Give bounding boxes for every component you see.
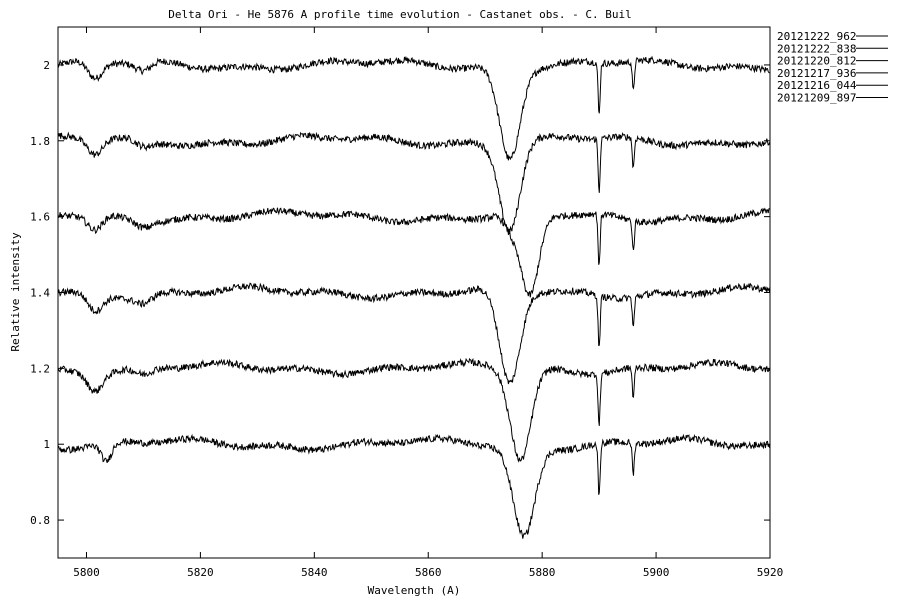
x-tick-label: 5840 [301, 566, 328, 579]
y-tick-label: 2 [43, 59, 50, 72]
y-tick-label: 0.8 [30, 514, 50, 527]
series-group [57, 55, 770, 539]
x-tick-label: 5860 [415, 566, 442, 579]
series-line [57, 433, 770, 539]
x-tick-label: 5820 [187, 566, 214, 579]
y-tick-label: 1.4 [30, 287, 50, 300]
legend-label: 20121222_838 [777, 42, 856, 55]
series-line [57, 357, 770, 463]
y-tick-label: 1 [43, 438, 50, 451]
chart-title: Delta Ori - He 5876 A profile time evolu… [168, 8, 632, 21]
legend-label: 20121209_897 [777, 92, 856, 105]
legend-label: 20121216_044 [777, 79, 857, 92]
x-tick-label: 5800 [73, 566, 100, 579]
legend-label: 20121220_812 [777, 55, 856, 68]
series-line [57, 207, 770, 298]
x-tick-label: 5920 [757, 566, 784, 579]
series-line [57, 55, 770, 161]
legend-label: 20121217_936 [777, 67, 856, 80]
series-line [57, 282, 770, 385]
y-axis-label: Relative intensity [9, 232, 22, 352]
x-axis-label: Wavelength (A) [368, 584, 461, 597]
legend-label: 20121222_962 [777, 30, 856, 43]
x-tick-label: 5900 [643, 566, 670, 579]
legend: 20121222_96220121222_83820121220_8122012… [777, 30, 888, 105]
y-tick-label: 1.8 [30, 135, 50, 148]
series-line [57, 131, 770, 234]
x-tick-label: 5880 [529, 566, 556, 579]
y-tick-label: 1.6 [30, 211, 50, 224]
x-axis: 5800 5820 5840 5860 5880 5900 5920 [73, 27, 783, 579]
y-tick-label: 1.2 [30, 362, 50, 375]
